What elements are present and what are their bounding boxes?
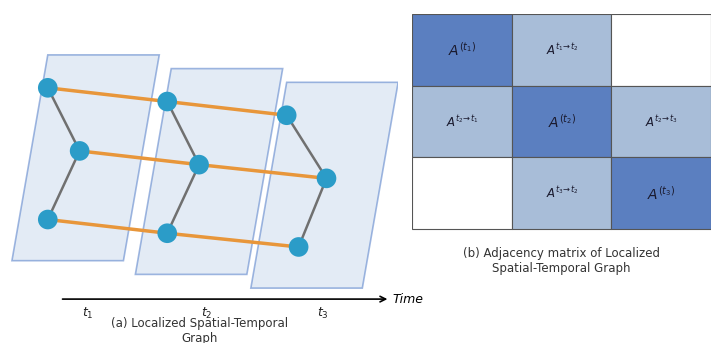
Text: $A^{(t_1)}$: $A^{(t_1)}$ bbox=[448, 41, 476, 59]
Text: $t_1$: $t_1$ bbox=[82, 306, 93, 321]
Point bbox=[161, 230, 173, 236]
Bar bbox=[512, 157, 611, 229]
Text: $A^{t_2\!\rightarrow\! t_1}$: $A^{t_2\!\rightarrow\! t_1}$ bbox=[446, 114, 479, 129]
Bar bbox=[412, 86, 512, 157]
Bar bbox=[512, 14, 611, 86]
Point bbox=[321, 176, 332, 181]
Point bbox=[193, 162, 205, 167]
Text: $A^{t_1\!\rightarrow\! t_2}$: $A^{t_1\!\rightarrow\! t_2}$ bbox=[545, 42, 578, 58]
Bar bbox=[512, 86, 611, 157]
Point bbox=[161, 99, 173, 104]
Text: $A^{(t_2)}$: $A^{(t_2)}$ bbox=[547, 113, 576, 130]
Polygon shape bbox=[251, 82, 398, 288]
Text: (a) Localized Spatial-Temporal
Graph: (a) Localized Spatial-Temporal Graph bbox=[110, 317, 288, 343]
Point bbox=[42, 85, 53, 91]
Point bbox=[74, 148, 85, 154]
Point bbox=[281, 113, 292, 118]
Text: (b) Adjacency matrix of Localized
Spatial-Temporal Graph: (b) Adjacency matrix of Localized Spatia… bbox=[463, 247, 661, 275]
Bar bbox=[611, 14, 711, 86]
Text: $A^{(t_3)}$: $A^{(t_3)}$ bbox=[647, 185, 675, 202]
Bar bbox=[412, 157, 512, 229]
Polygon shape bbox=[135, 69, 283, 274]
Point bbox=[42, 217, 53, 222]
Text: $A^{t_2\!\rightarrow\! t_3}$: $A^{t_2\!\rightarrow\! t_3}$ bbox=[645, 114, 678, 129]
Bar bbox=[611, 157, 711, 229]
Text: $t_2$: $t_2$ bbox=[201, 306, 213, 321]
Text: Time: Time bbox=[392, 293, 423, 306]
Bar bbox=[412, 14, 512, 86]
Point bbox=[293, 244, 304, 250]
Text: $t_3$: $t_3$ bbox=[316, 306, 328, 321]
Polygon shape bbox=[12, 55, 159, 261]
Bar bbox=[611, 86, 711, 157]
Text: $A^{t_3\!\rightarrow\! t_2}$: $A^{t_3\!\rightarrow\! t_2}$ bbox=[545, 186, 578, 201]
